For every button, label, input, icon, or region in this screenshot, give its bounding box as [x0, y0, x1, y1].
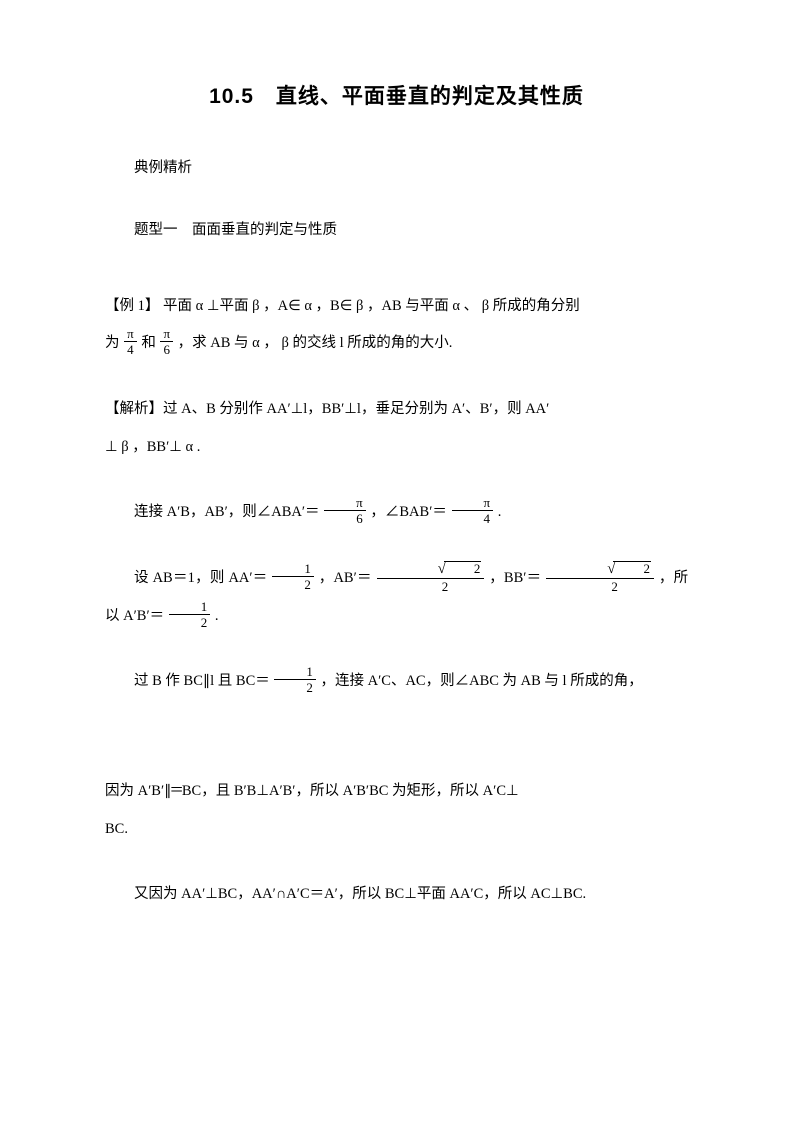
analysis-p2a: 连接 A′B，AB′，则∠ABA′＝ — [134, 504, 320, 520]
fraction-numerator: √2 — [546, 561, 654, 578]
fraction-numerator: π — [452, 496, 494, 510]
fraction-numerator: 1 — [274, 665, 316, 679]
fraction-sqrt2-2-b: √2 2 — [546, 561, 654, 593]
analysis-paragraph-3: 设 AB＝1，则 AA′＝ 1 2 ，AB′＝ √2 2 ，BB′＝ √2 2 … — [105, 560, 688, 635]
fraction-numerator: 1 — [169, 600, 211, 614]
fraction-pi-4-2: π 4 — [452, 496, 494, 525]
analysis-paragraph-5: 因为 A′B′∥＝BC，且 B′B⊥A′B′，所以 A′B′BC 为矩形，所以 … — [105, 773, 688, 848]
example-text-2b: 和 — [141, 335, 156, 351]
analysis-p4a: 过 B 作 BC∥l 且 BC＝ — [134, 673, 270, 689]
example-1: 【例 1】 平面 α ⊥平面 β ，A∈ α ，B∈ β ，AB 与平面 α 、… — [105, 288, 688, 363]
example-prefix: 【例 1】 — [105, 298, 159, 314]
fraction-numerator: π — [160, 327, 173, 341]
fraction-sqrt2-2-a: √2 2 — [377, 561, 485, 593]
fraction-numerator: π — [124, 327, 137, 341]
analysis-paragraph-1: 【解析】过 A、B 分别作 AA′⊥l，BB′⊥l，垂足分别为 A′、B′，则 … — [105, 391, 688, 466]
sqrt-body: 2 — [613, 561, 651, 575]
section-label: 典例精析 — [105, 158, 688, 180]
analysis-p2b: ，∠BAB′＝ — [370, 504, 447, 520]
analysis-p5a: 因为 A′B′ — [105, 783, 164, 799]
analysis-paragraph-4: 过 B 作 BC∥l 且 BC＝ 1 2 ，连接 A′C、AC，则∠ABC 为 … — [105, 663, 688, 701]
fraction-pi-6: π 6 — [160, 327, 173, 356]
analysis-p5b: BC. — [105, 811, 688, 849]
parallel-equal-symbol: ∥＝ — [164, 783, 182, 799]
analysis-p2c: . — [498, 504, 502, 520]
sqrt-body: 2 — [444, 561, 482, 575]
fraction-1-2-c: 1 2 — [274, 665, 316, 694]
example-text-2a: 为 — [105, 335, 120, 351]
fraction-1-2-a: 1 2 — [272, 562, 314, 591]
fraction-1-2-b: 1 2 — [169, 600, 211, 629]
fraction-numerator: π — [324, 496, 366, 510]
analysis-p3a: 设 AB＝1，则 AA′＝ — [134, 570, 268, 586]
fraction-denominator: 6 — [160, 341, 173, 356]
analysis-paragraph-2: 连接 A′B，AB′，则∠ABA′＝ π 6 ，∠BAB′＝ π 4 . — [105, 494, 688, 532]
fraction-denominator: 2 — [274, 679, 316, 694]
fraction-denominator: 2 — [272, 576, 314, 591]
analysis-p3c: ，BB′＝ — [489, 570, 541, 586]
fraction-denominator: 4 — [452, 510, 494, 525]
analysis-p1a: 过 A、B 分别作 AA′⊥l，BB′⊥l，垂足分别为 A′、B′，则 AA′ — [163, 401, 549, 417]
fraction-numerator: 1 — [272, 562, 314, 576]
subtype-label: 题型一 面面垂直的判定与性质 — [105, 220, 688, 242]
fraction-numerator: √2 — [377, 561, 485, 578]
example-text-2c: ，求 AB 与 α ， β 的交线 l 所成的角的大小. — [178, 335, 453, 351]
example-text-1: 平面 α ⊥平面 β ，A∈ α ，B∈ β ，AB 与平面 α 、 β 所成的… — [163, 298, 580, 314]
analysis-p3b: ，AB′＝ — [319, 570, 372, 586]
fraction-denominator: 2 — [377, 578, 485, 593]
fraction-denominator: 4 — [124, 341, 137, 356]
analysis-paragraph-6: 又因为 AA′⊥BC，AA′∩A′C＝A′，所以 BC⊥平面 AA′C，所以 A… — [105, 876, 688, 914]
analysis-prefix: 【解析】 — [105, 401, 163, 417]
fraction-pi-6-2: π 6 — [324, 496, 366, 525]
fraction-pi-4: π 4 — [124, 327, 137, 356]
analysis-p1b: ⊥ β ，BB′⊥ α . — [105, 429, 688, 467]
analysis-p3e: . — [215, 608, 219, 624]
fraction-denominator: 2 — [169, 614, 211, 629]
fraction-denominator: 6 — [324, 510, 366, 525]
analysis-p5a2: BC，且 B′B⊥A′B′，所以 A′B′BC 为矩形，所以 A′C⊥ — [182, 783, 519, 799]
fraction-denominator: 2 — [546, 578, 654, 593]
page-title: 10.5 直线、平面垂直的判定及其性质 — [105, 80, 688, 110]
analysis-p4b: ，连接 A′C、AC，则∠ABC 为 AB 与 l 所成的角， — [321, 673, 643, 689]
